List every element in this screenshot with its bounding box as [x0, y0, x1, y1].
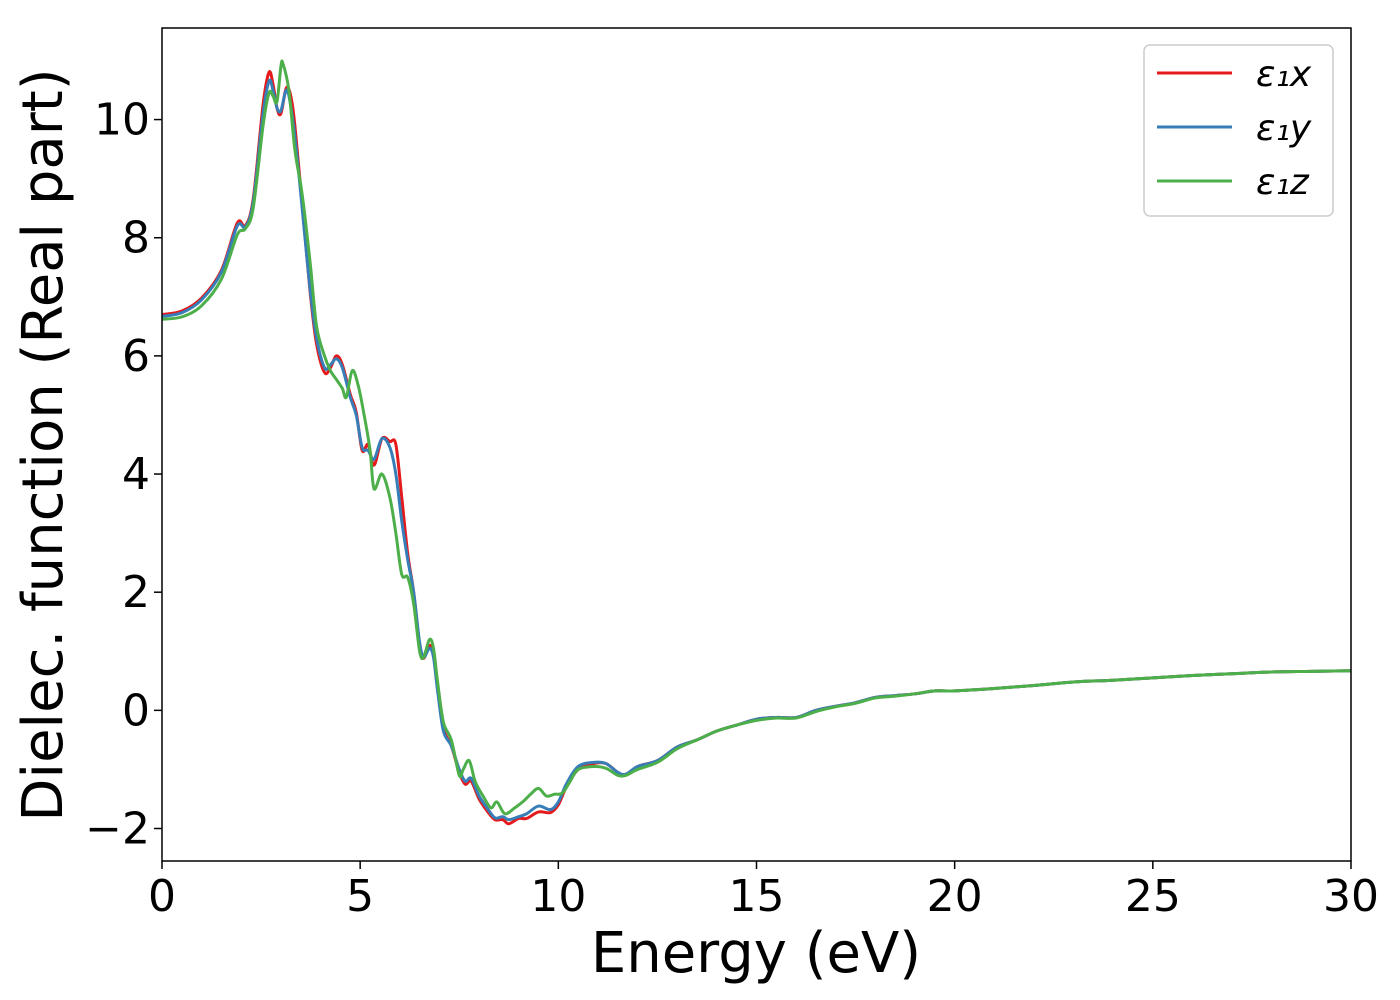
y-tick-label: 8 — [122, 213, 150, 264]
x-axis-title: Energy (eV) — [591, 921, 921, 986]
legend-box — [1143, 44, 1334, 217]
x-tick-label: 20 — [927, 871, 983, 922]
x-tick-label: 10 — [530, 871, 586, 922]
legend-label-epsilon1-z: ε₁z — [1256, 162, 1310, 203]
y-tick-label: 10 — [94, 95, 150, 146]
series-layer — [162, 59, 1351, 826]
legend: ε₁x ε₁y ε₁z — [1143, 44, 1334, 217]
series-line-epsilon1-z — [162, 59, 1351, 816]
y-tick-label: 0 — [122, 685, 150, 736]
x-tick-label: 30 — [1323, 871, 1379, 922]
x-tick-label: 25 — [1125, 871, 1181, 922]
y-axis-ticks: −2 0 2 4 6 8 10 — [85, 95, 162, 855]
y-tick-label: 2 — [122, 567, 150, 618]
legend-label-epsilon1-y: ε₁y — [1256, 108, 1312, 149]
y-tick-label: 6 — [122, 331, 150, 382]
x-tick-label: 5 — [346, 871, 374, 922]
y-tick-label: −2 — [85, 804, 150, 855]
y-tick-label: 4 — [122, 449, 150, 500]
x-tick-label: 0 — [148, 871, 176, 922]
legend-label-epsilon1-x: ε₁x — [1256, 54, 1312, 95]
x-axis-ticks: 0 5 10 15 20 25 30 — [148, 861, 1379, 922]
y-axis-title: Dielec. function (Real part) — [11, 68, 76, 821]
x-tick-label: 15 — [729, 871, 785, 922]
